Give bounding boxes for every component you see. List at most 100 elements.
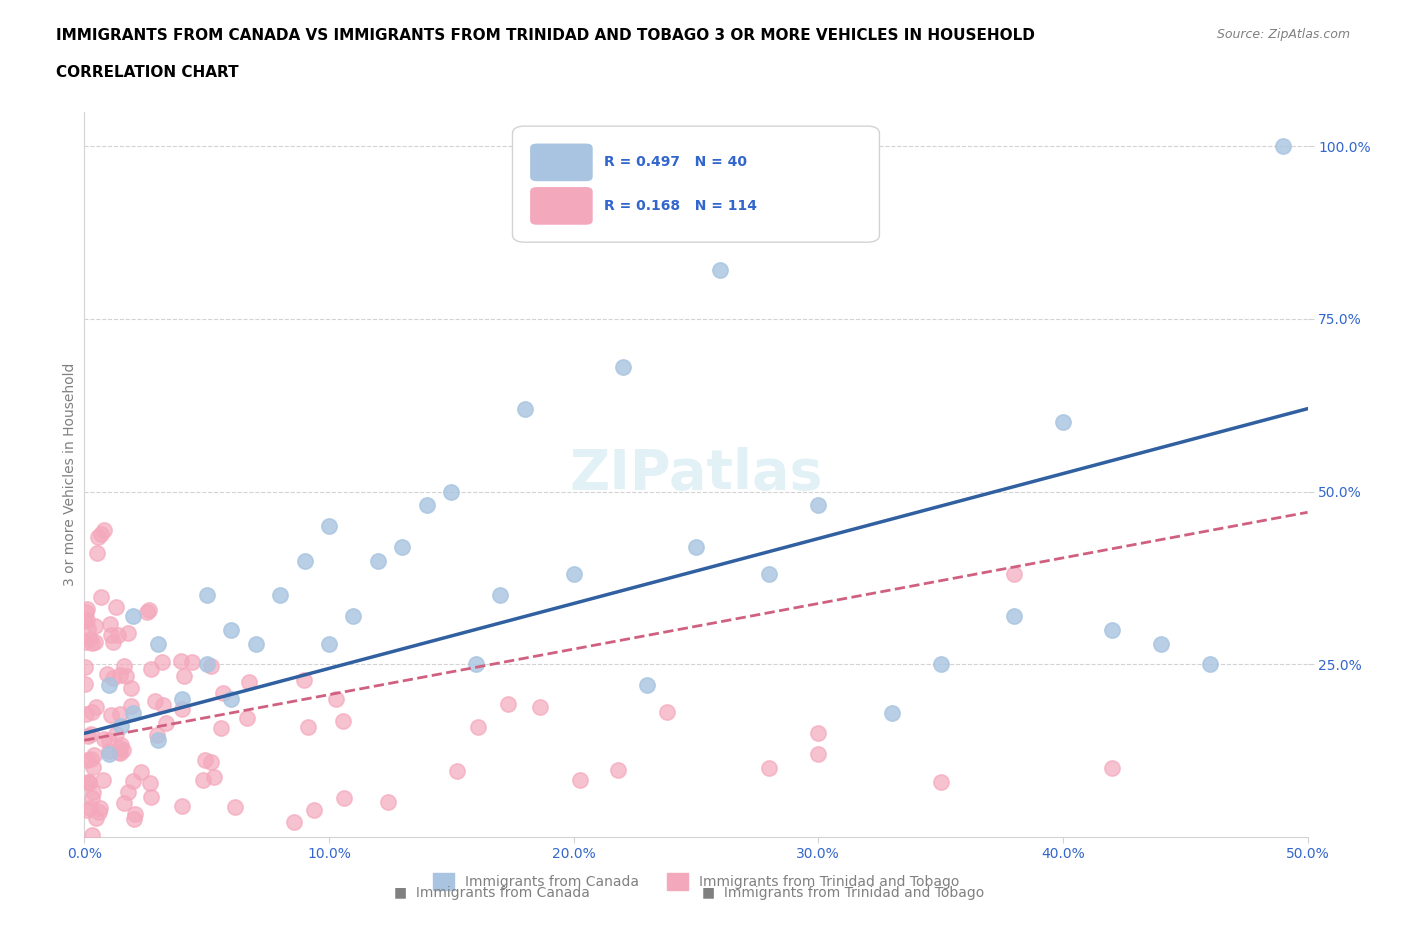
Point bbox=[758, 761, 780, 776]
Point bbox=[97, 678, 120, 693]
Point bbox=[77, 776, 100, 790]
Point bbox=[1052, 415, 1074, 430]
Point bbox=[245, 636, 267, 651]
Point bbox=[110, 738, 132, 753]
Point bbox=[529, 699, 551, 714]
Point bbox=[76, 613, 98, 628]
Point bbox=[82, 784, 104, 799]
Point bbox=[219, 622, 242, 637]
Text: IMMIGRANTS FROM CANADA VS IMMIGRANTS FROM TRINIDAD AND TOBAGO 3 OR MORE VEHICLES: IMMIGRANTS FROM CANADA VS IMMIGRANTS FRO… bbox=[56, 28, 1035, 43]
Point bbox=[77, 775, 100, 790]
Point bbox=[80, 828, 103, 843]
Point bbox=[170, 799, 193, 814]
Point bbox=[929, 775, 952, 790]
Text: Source: ZipAtlas.com: Source: ZipAtlas.com bbox=[1216, 28, 1350, 41]
Point bbox=[98, 744, 121, 759]
Point bbox=[110, 668, 132, 683]
Text: ZIPatlas: ZIPatlas bbox=[569, 447, 823, 501]
Point bbox=[110, 745, 132, 760]
Point bbox=[80, 726, 103, 741]
Y-axis label: 3 or more Vehicles in Household: 3 or more Vehicles in Household bbox=[63, 363, 77, 586]
Point bbox=[170, 702, 193, 717]
Point bbox=[391, 539, 413, 554]
Point bbox=[464, 657, 486, 671]
Point bbox=[86, 546, 108, 561]
Point bbox=[219, 691, 242, 706]
Point bbox=[173, 669, 195, 684]
Point bbox=[80, 790, 103, 805]
Point bbox=[122, 773, 145, 788]
Point bbox=[146, 733, 169, 748]
Point bbox=[236, 711, 259, 725]
Point bbox=[90, 590, 112, 604]
Point bbox=[224, 800, 246, 815]
Point bbox=[202, 769, 225, 784]
Point bbox=[169, 654, 191, 669]
Point bbox=[297, 720, 319, 735]
Point bbox=[108, 707, 131, 722]
Point bbox=[467, 719, 489, 734]
Point bbox=[91, 773, 114, 788]
Point bbox=[562, 567, 585, 582]
Point bbox=[155, 716, 177, 731]
Point bbox=[146, 727, 169, 742]
Point bbox=[77, 728, 100, 743]
Point bbox=[111, 743, 134, 758]
Point bbox=[122, 608, 145, 623]
Point bbox=[76, 803, 98, 817]
Point bbox=[75, 706, 97, 721]
Point bbox=[807, 498, 830, 512]
Point bbox=[139, 790, 162, 804]
Point bbox=[489, 588, 512, 603]
Point bbox=[77, 621, 100, 636]
Point bbox=[416, 498, 439, 512]
Point bbox=[1101, 761, 1123, 776]
Point bbox=[80, 635, 103, 650]
Point bbox=[124, 806, 146, 821]
Text: R = 0.168   N = 114: R = 0.168 N = 114 bbox=[605, 199, 758, 213]
Point bbox=[120, 681, 142, 696]
Point bbox=[79, 801, 101, 816]
Point bbox=[90, 527, 112, 542]
Point bbox=[117, 625, 139, 640]
Point bbox=[141, 661, 163, 676]
Point bbox=[117, 784, 139, 799]
Point bbox=[101, 671, 124, 685]
Point bbox=[110, 719, 132, 734]
Point bbox=[97, 747, 120, 762]
Point bbox=[929, 657, 952, 671]
Point bbox=[89, 801, 111, 816]
Point bbox=[152, 655, 174, 670]
Point bbox=[302, 803, 325, 817]
Point bbox=[103, 634, 125, 649]
Point bbox=[294, 553, 316, 568]
Point bbox=[1002, 608, 1025, 623]
Point bbox=[83, 748, 105, 763]
Point bbox=[569, 773, 592, 788]
Point bbox=[93, 523, 115, 538]
Point bbox=[112, 795, 135, 810]
Point bbox=[333, 790, 356, 805]
Point bbox=[318, 519, 340, 534]
Point bbox=[367, 553, 389, 568]
Point bbox=[181, 655, 204, 670]
Point bbox=[76, 752, 98, 767]
Point bbox=[84, 811, 107, 826]
Point bbox=[446, 764, 468, 779]
Point bbox=[80, 704, 103, 719]
Point bbox=[87, 530, 110, 545]
Point bbox=[209, 721, 232, 736]
Point bbox=[75, 604, 97, 619]
Text: ■  Immigrants from Trinidad and Tobago: ■ Immigrants from Trinidad and Tobago bbox=[703, 885, 984, 900]
Point bbox=[115, 669, 138, 684]
Point bbox=[97, 733, 120, 748]
Point bbox=[1198, 657, 1220, 671]
Point bbox=[79, 751, 101, 766]
Point bbox=[108, 745, 131, 760]
Point bbox=[377, 794, 399, 809]
Point bbox=[292, 673, 315, 688]
Point bbox=[332, 713, 354, 728]
Point bbox=[108, 741, 131, 756]
Point bbox=[498, 697, 520, 711]
Point bbox=[200, 658, 222, 673]
